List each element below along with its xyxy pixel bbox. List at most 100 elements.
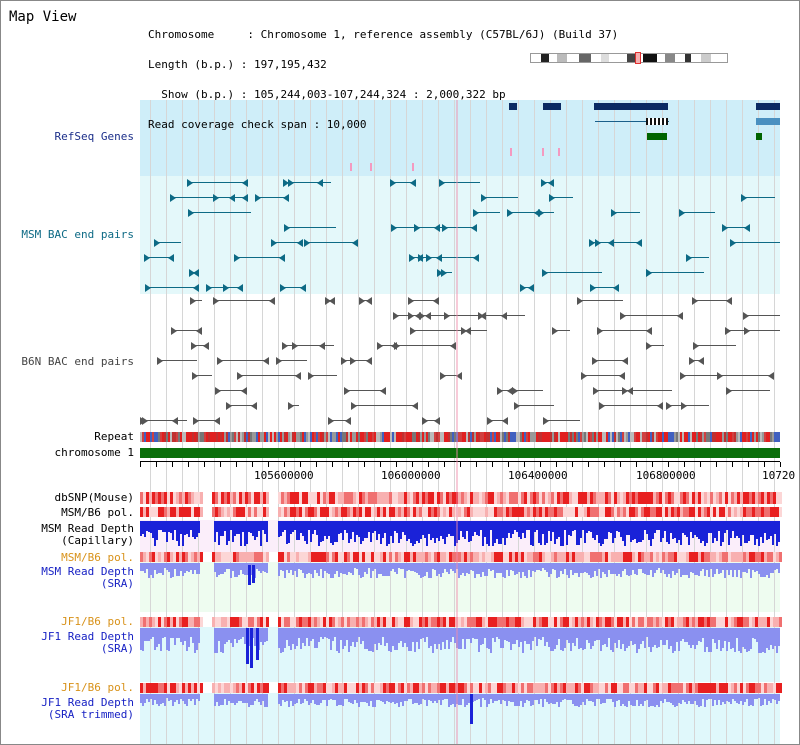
bac-end-pair[interactable] [461, 330, 487, 331]
bac-end-pair[interactable] [730, 242, 780, 243]
bac-end-pair[interactable] [581, 375, 624, 376]
bac-end-pair[interactable] [679, 212, 715, 213]
bac-end-pair[interactable] [190, 300, 202, 301]
gene-feature[interactable] [509, 103, 517, 110]
bac-end-pair[interactable] [154, 242, 181, 243]
bac-end-pair[interactable] [283, 182, 331, 183]
bac-end-pair[interactable] [681, 405, 709, 406]
bac-end-pair[interactable] [414, 227, 448, 228]
bac-end-pair[interactable] [597, 330, 651, 331]
gene-feature[interactable] [756, 118, 780, 125]
bac-end-pair[interactable] [520, 287, 533, 288]
bac-end-pair[interactable] [280, 287, 305, 288]
bac-end-pair[interactable] [292, 345, 324, 346]
bac-end-pair[interactable] [394, 345, 455, 346]
bac-end-pair[interactable] [439, 182, 480, 183]
bac-end-pair[interactable] [589, 242, 613, 243]
bac-end-pair[interactable] [478, 315, 525, 316]
bac-end-pair[interactable] [611, 212, 640, 213]
chromosome-ideogram[interactable] [530, 52, 728, 64]
bac-end-pair[interactable] [552, 330, 570, 331]
bac-end-pair[interactable] [725, 330, 763, 331]
bac-end-pair[interactable] [350, 360, 371, 361]
bac-end-pair[interactable] [226, 405, 256, 406]
gene-feature[interactable] [647, 133, 667, 140]
gene-feature[interactable] [756, 103, 780, 110]
bac-end-pair[interactable] [620, 315, 682, 316]
bac-end-pair[interactable] [284, 227, 336, 228]
bac-end-pair[interactable] [419, 315, 485, 316]
bac-end-pair[interactable] [191, 345, 208, 346]
bac-end-pair[interactable] [359, 300, 371, 301]
bac-end-pair[interactable] [271, 242, 302, 243]
bac-end-pair[interactable] [590, 287, 618, 288]
bac-end-pair[interactable] [538, 212, 554, 213]
bac-end-pair[interactable] [743, 315, 780, 316]
bac-end-pair[interactable] [481, 197, 518, 198]
bac-end-pair[interactable] [418, 257, 478, 258]
bac-end-pair[interactable] [422, 420, 439, 421]
bac-end-pair[interactable] [213, 300, 274, 301]
bac-end-pair[interactable] [193, 420, 219, 421]
bac-end-pair[interactable] [255, 197, 288, 198]
bac-end-pair[interactable] [308, 375, 337, 376]
bac-end-pair[interactable] [237, 375, 300, 376]
bac-end-pair[interactable] [304, 242, 357, 243]
bac-end-pair[interactable] [473, 212, 500, 213]
bac-end-pair[interactable] [592, 360, 627, 361]
bac-end-pair[interactable] [328, 420, 350, 421]
bac-end-pair[interactable] [440, 375, 461, 376]
chromosome-bar[interactable] [140, 448, 780, 458]
bac-end-pair[interactable] [276, 360, 307, 361]
bac-end-pair[interactable] [170, 197, 234, 198]
bac-end-pair[interactable] [188, 212, 251, 213]
bac-end-pair[interactable] [215, 390, 246, 391]
bac-end-pair[interactable] [157, 360, 197, 361]
bac-end-pair[interactable] [408, 315, 420, 316]
bac-end-pair[interactable] [344, 390, 385, 391]
bac-end-pair[interactable] [144, 257, 173, 258]
bac-end-pair[interactable] [514, 405, 554, 406]
gene-feature[interactable] [595, 121, 669, 122]
bac-end-pair[interactable] [145, 287, 198, 288]
bac-end-pair[interactable] [213, 197, 247, 198]
gene-feature[interactable] [756, 133, 762, 140]
bac-end-pair[interactable] [646, 345, 664, 346]
bac-end-pair[interactable] [692, 300, 731, 301]
bac-end-pair[interactable] [593, 390, 632, 391]
bac-end-pair[interactable] [171, 330, 201, 331]
bac-end-pair[interactable] [599, 405, 662, 406]
bac-end-pair[interactable] [686, 257, 709, 258]
bac-end-pair[interactable] [206, 287, 242, 288]
bac-end-pair[interactable] [622, 390, 672, 391]
bac-end-pair[interactable] [646, 272, 704, 273]
bac-end-pair[interactable] [689, 360, 703, 361]
bac-end-pair[interactable] [408, 300, 438, 301]
bac-end-pair[interactable] [549, 197, 573, 198]
bac-end-pair[interactable] [680, 375, 744, 376]
bac-end-pair[interactable] [390, 182, 415, 183]
bac-end-pair[interactable] [442, 227, 476, 228]
bac-end-pair[interactable] [507, 212, 539, 213]
bac-end-pair[interactable] [722, 227, 749, 228]
bac-end-pair[interactable] [497, 390, 512, 391]
bac-end-pair[interactable] [741, 197, 775, 198]
bac-end-pair[interactable] [234, 257, 284, 258]
bac-end-pair[interactable] [142, 420, 187, 421]
bac-end-pair[interactable] [512, 390, 543, 391]
gene-feature[interactable] [543, 103, 561, 110]
bac-end-pair[interactable] [595, 242, 641, 243]
bac-end-pair[interactable] [541, 182, 553, 183]
repeat-track[interactable] [140, 432, 780, 442]
bac-end-pair[interactable] [409, 257, 422, 258]
gene-feature[interactable] [646, 118, 668, 125]
bac-end-pair[interactable] [726, 390, 770, 391]
bac-end-pair[interactable] [192, 375, 212, 376]
gene-feature[interactable] [594, 103, 668, 110]
bac-end-pair[interactable] [377, 345, 396, 346]
bac-end-pair[interactable] [717, 375, 773, 376]
bac-end-pair[interactable] [426, 257, 441, 258]
bac-end-pair[interactable] [410, 330, 470, 331]
bac-end-pair[interactable] [577, 300, 623, 301]
bac-end-pair[interactable] [187, 182, 247, 183]
